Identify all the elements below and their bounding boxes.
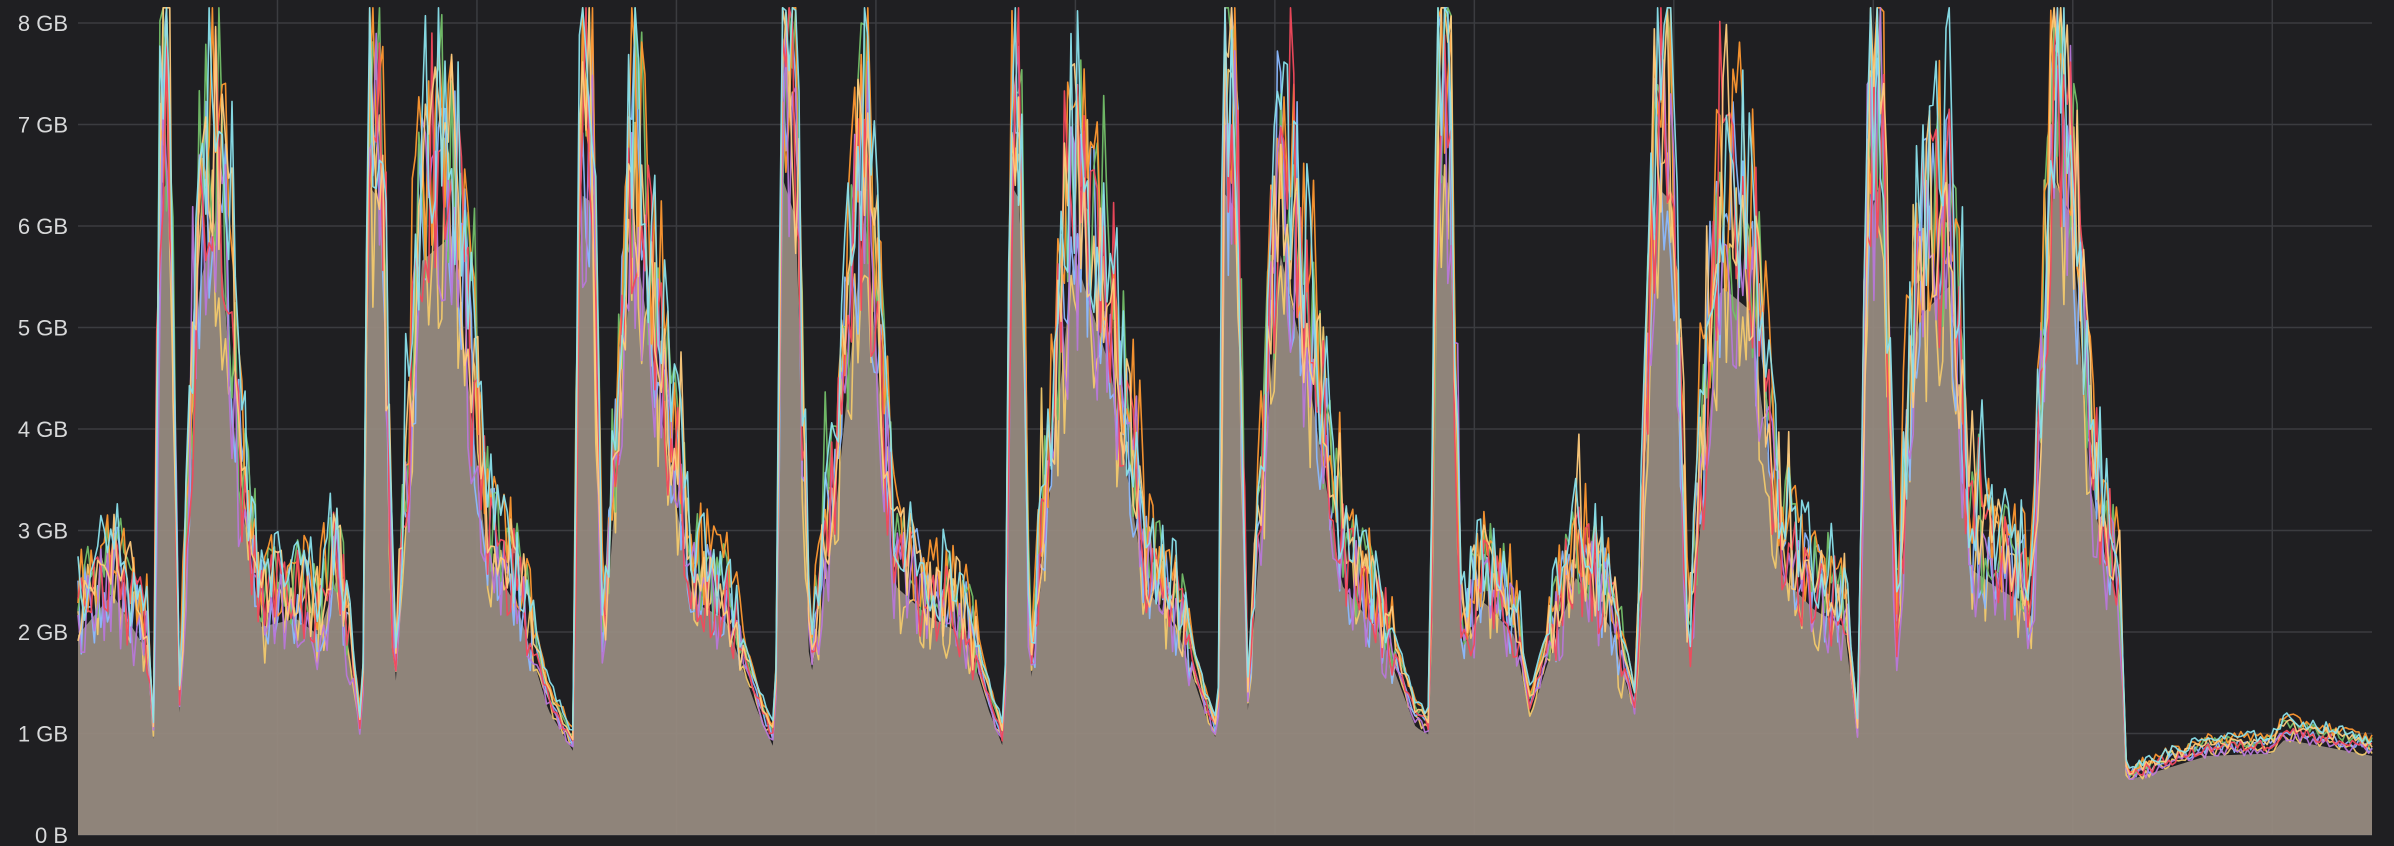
y-tick-label: 7 GB [18, 113, 68, 138]
y-tick-label: 6 GB [18, 214, 68, 239]
series-line [77, 7, 2373, 769]
y-tick-label: 3 GB [18, 519, 68, 544]
y-tick-label: 2 GB [18, 620, 68, 645]
y-tick-label: 8 GB [18, 11, 68, 36]
y-tick-label: 4 GB [18, 417, 68, 442]
y-tick-label: 0 B [35, 823, 68, 846]
y-axis-tick-labels: 0 B 1 GB 2 GB 3 GB 4 GB 5 GB 6 GB 7 GB 8 GB [18, 11, 68, 846]
y-tick-label: 1 GB [18, 722, 68, 747]
memory-area [78, 173, 2372, 835]
series-lines [77, 7, 2373, 780]
stacked-area-layer [78, 173, 2372, 835]
y-tick-label: 5 GB [18, 316, 68, 341]
